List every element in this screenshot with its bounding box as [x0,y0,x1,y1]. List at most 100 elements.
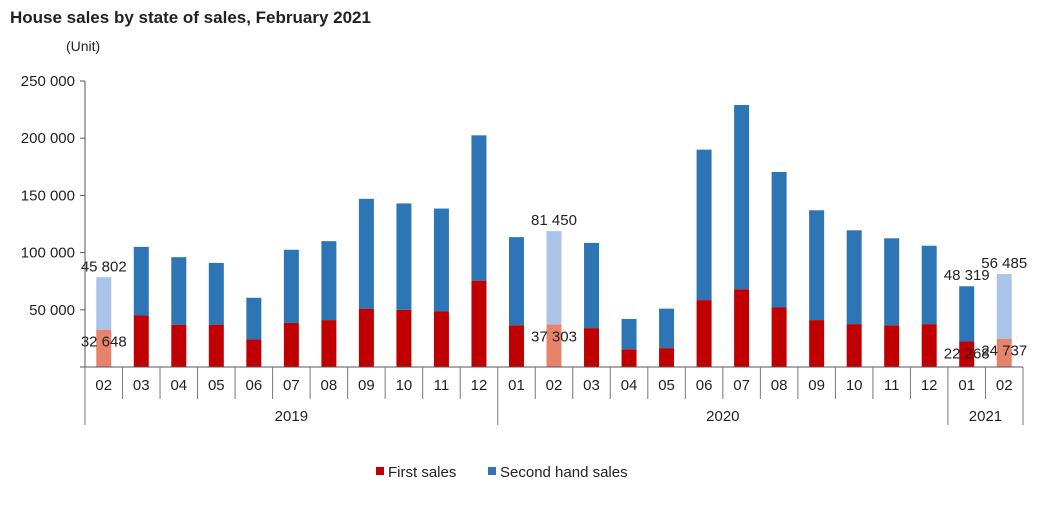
bar-first-sales [734,289,750,367]
x-tick-label: 10 [396,377,413,394]
data-label: 45 802 [81,258,127,275]
legend-label: First sales [388,464,456,481]
x-tick-label: 11 [434,377,450,394]
y-axis: 50 000 100 000 150 000 200 000 250 000 [21,73,86,368]
bar-first-sales [659,348,675,367]
x-tick-label: 05 [208,377,225,394]
year-label: 2020 [706,408,739,425]
y-tick-label: 200 000 [21,130,75,147]
bar-second-hand-sales [321,241,337,321]
bar-first-sales [358,308,374,367]
bar-first-sales [959,341,975,367]
bar-second-hand-sales [171,257,187,325]
x-axis: 02 03 04 05 06 07 08 09 10 11 12 01 02 03 04 05 06 07 08 09… [84,366,1024,425]
bar-second-hand-sales [133,246,149,316]
bar-second-hand-sales [433,208,449,312]
unit-label: (Unit) [66,38,101,54]
x-tick-label: 07 [733,377,750,394]
bar-second-hand-sales [358,198,374,309]
bar-first-sales [96,329,112,367]
bar-second-hand-sales [246,297,262,340]
bar-first-sales [396,309,412,367]
data-labels: 45 802 32 648 81 450 37 303 48 319 22 268 56 4… [81,212,1027,362]
bar-first-sales [133,315,149,367]
bar-first-sales [208,324,224,367]
x-tick-label: 06 [245,377,262,394]
bar-second-hand-sales [208,262,224,325]
year-label: 2019 [275,408,308,425]
data-label: 81 450 [531,212,577,229]
legend: First sales Second hand sales [376,464,628,481]
bar-first-sales [433,311,449,367]
bar-second-hand-sales [884,238,900,326]
bar-first-sales [246,339,262,367]
data-label: 48 319 [944,267,990,284]
y-tick-label: 100 000 [21,245,75,262]
bar-first-sales [846,324,862,367]
bar-first-sales [996,338,1012,367]
x-tick-label: 09 [808,377,825,394]
data-label: 56 485 [981,255,1027,272]
bar-second-hand-sales [584,242,600,329]
x-tick-label: 02 [996,377,1013,394]
bar-first-sales [321,320,337,367]
bar-second-hand-sales [96,277,112,330]
x-tick-label: 03 [583,377,600,394]
bar-second-hand-sales [771,171,787,308]
bar-first-sales [809,320,825,367]
bar-first-sales [546,324,562,367]
bar-second-hand-sales [283,249,299,323]
x-tick-label: 11 [884,377,900,394]
x-tick-label: 08 [771,377,788,394]
bar-first-sales [884,325,900,367]
x-tick-label: 03 [133,377,150,394]
bar-first-sales [621,349,637,367]
y-tick-label: 250 000 [21,73,75,90]
x-tick-label: 12 [921,377,938,394]
data-label: 32 648 [81,334,127,351]
bar-second-hand-sales [696,149,712,301]
bars [96,105,1012,367]
data-label: 37 303 [531,328,577,345]
x-tick-label: 10 [846,377,863,394]
x-tick-label: 05 [658,377,675,394]
x-tick-label: 12 [471,377,488,394]
bar-first-sales [771,307,787,367]
x-tick-label: 02 [546,377,563,394]
bar-second-hand-sales [809,210,825,321]
bar-first-sales [471,280,487,367]
y-tick-label: 50 000 [29,302,75,319]
x-tick-label: 04 [621,377,638,394]
data-label: 24 737 [981,343,1027,360]
legend-swatch [376,467,384,475]
x-tick-label: 06 [696,377,713,394]
bar-second-hand-sales [396,203,412,310]
bar-second-hand-sales [996,274,1012,339]
legend-swatch [488,467,496,475]
x-tick-label: 04 [170,377,187,394]
legend-label: Second hand sales [500,464,628,481]
bar-first-sales [696,300,712,367]
x-tick-label: 09 [358,377,375,394]
bar-first-sales [921,324,937,367]
bar-second-hand-sales [846,230,862,325]
x-tick-label: 01 [508,377,525,394]
data-label: 22 268 [944,346,990,363]
bar-second-hand-sales [659,308,675,349]
bar-second-hand-sales [508,237,524,326]
bar-first-sales [584,328,600,367]
bar-second-hand-sales [546,231,562,325]
y-tick-label: 150 000 [21,187,75,204]
x-tick-label: 01 [958,377,975,394]
x-tick-label: 08 [321,377,338,394]
bar-second-hand-sales [959,286,975,342]
bar-second-hand-sales [921,245,937,325]
bar-first-sales [508,325,524,367]
x-tick-label: 02 [95,377,112,394]
chart-title: House sales by state of sales, February … [10,8,371,27]
bar-second-hand-sales [734,105,750,290]
year-label: 2021 [969,408,1002,425]
bar-second-hand-sales [471,135,487,281]
bar-first-sales [171,324,187,367]
